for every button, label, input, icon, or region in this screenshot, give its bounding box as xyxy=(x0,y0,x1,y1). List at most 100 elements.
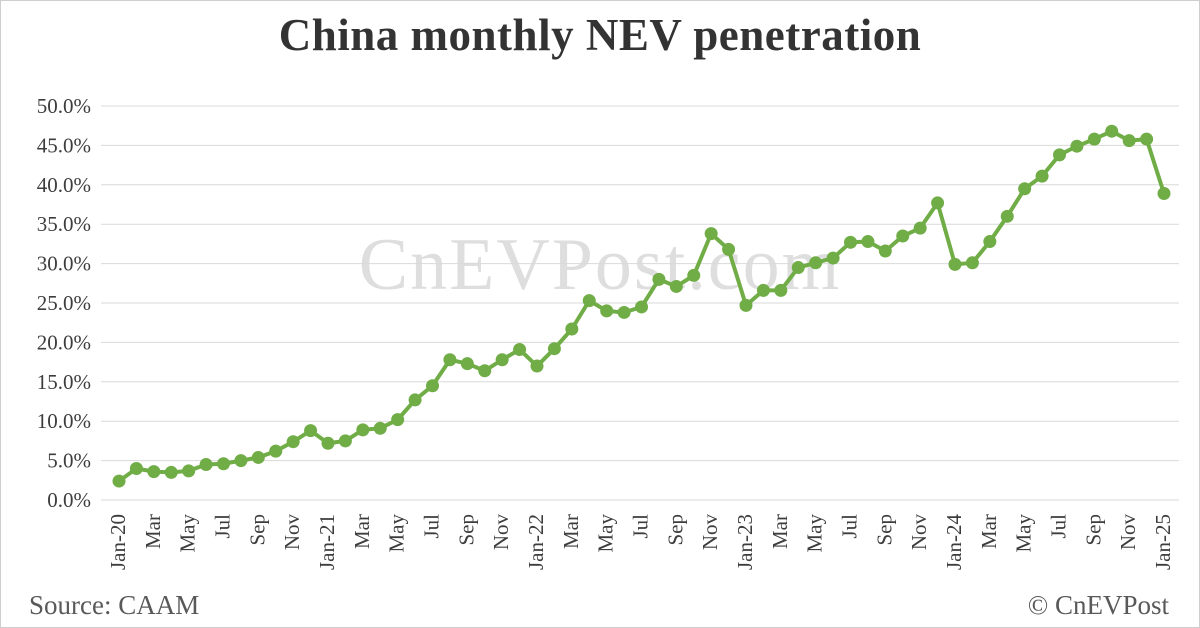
data-point-marker xyxy=(547,342,561,356)
data-points xyxy=(112,124,1171,488)
y-tick-label: 20.0% xyxy=(37,330,91,354)
data-point-marker xyxy=(704,227,718,241)
x-tick-label: Sep xyxy=(1081,514,1105,546)
x-tick-label: Mar xyxy=(141,514,165,549)
data-point-marker xyxy=(182,464,196,478)
x-tick-label: Jan-20 xyxy=(106,514,130,570)
data-point-marker xyxy=(739,298,753,312)
data-point-marker xyxy=(1087,132,1101,146)
x-tick-label: Jan-23 xyxy=(733,514,757,570)
x-tick-label: May xyxy=(803,514,827,553)
data-point-marker xyxy=(426,379,439,393)
x-tick-label: Mar xyxy=(350,514,374,549)
x-tick-label: Nov xyxy=(698,514,722,551)
data-point-marker xyxy=(321,436,335,450)
data-point-marker xyxy=(861,235,875,249)
data-point-marker xyxy=(460,357,474,371)
data-point-marker xyxy=(722,242,736,256)
x-tick-label: May xyxy=(1012,514,1036,553)
x-tick-label: Sep xyxy=(454,514,478,546)
x-tick-label: Jul xyxy=(420,514,444,539)
data-point-marker xyxy=(1070,139,1084,153)
data-point-marker xyxy=(373,421,387,435)
x-tick-label: May xyxy=(594,514,618,553)
data-point-marker xyxy=(582,294,596,308)
data-point-marker xyxy=(774,283,788,297)
data-point-marker xyxy=(129,461,143,475)
data-point-marker xyxy=(251,450,265,464)
x-tick-label: Jan-22 xyxy=(524,514,548,570)
data-point-marker xyxy=(1122,134,1136,148)
data-point-marker xyxy=(269,444,283,458)
y-tick-label: 30.0% xyxy=(37,252,91,276)
data-point-marker xyxy=(913,221,927,235)
data-point-marker xyxy=(948,257,962,271)
x-tick-label: Jul xyxy=(211,514,235,539)
y-tick-label: 0.0% xyxy=(47,488,91,512)
data-point-marker xyxy=(513,342,527,356)
x-tick-label: Jul xyxy=(1047,514,1071,539)
data-point-marker xyxy=(338,434,352,448)
data-point-marker xyxy=(844,235,857,249)
data-point-marker xyxy=(600,304,614,318)
y-tick-label: 50.0% xyxy=(37,94,91,118)
data-point-marker xyxy=(356,423,370,437)
x-tick-label: Mar xyxy=(977,514,1001,549)
x-tick-label: Mar xyxy=(559,514,583,549)
x-tick-label: Nov xyxy=(489,514,513,551)
data-point-marker xyxy=(217,457,230,471)
data-point-marker xyxy=(669,279,683,293)
y-axis-labels: 0.0% 5.0% 10.0% 15.0% 20.0% 25.0% 30.0% 35.0% 40… xyxy=(37,94,91,512)
data-point-marker xyxy=(495,353,509,367)
data-point-marker xyxy=(617,305,631,319)
x-tick-label: Jan-24 xyxy=(942,514,966,570)
copyright-label: © CnEVPost xyxy=(1027,590,1169,620)
data-point-marker xyxy=(1105,124,1119,138)
x-axis-labels: Jan-20 Mar May Jul Sep Nov Jan-21 Mar May Jul Sep N… xyxy=(106,514,1175,570)
x-tick-label: Sep xyxy=(663,514,687,546)
data-point-marker xyxy=(147,465,161,479)
x-tick-label: Sep xyxy=(245,514,269,546)
data-point-marker xyxy=(1157,186,1171,200)
y-tick-label: 5.0% xyxy=(47,449,91,473)
x-tick-label: Sep xyxy=(872,514,896,546)
data-point-marker xyxy=(1140,132,1154,146)
data-point-marker xyxy=(983,235,997,249)
x-tick-label: Mar xyxy=(768,514,792,549)
data-point-marker xyxy=(443,353,457,367)
source-label: Source: CAAM xyxy=(29,590,200,620)
x-tick-label: Jan-21 xyxy=(315,514,339,570)
data-point-marker xyxy=(1053,148,1066,162)
data-point-marker xyxy=(199,458,213,472)
data-point-marker xyxy=(478,364,492,378)
x-tick-label: May xyxy=(176,514,200,553)
y-tick-label: 10.0% xyxy=(37,409,91,433)
data-point-marker xyxy=(530,359,544,373)
data-point-marker xyxy=(687,268,701,282)
data-point-marker xyxy=(809,256,823,270)
data-point-marker xyxy=(565,322,579,336)
data-point-marker xyxy=(965,256,979,270)
data-point-marker xyxy=(234,454,248,468)
data-point-marker xyxy=(1018,182,1032,196)
data-point-marker xyxy=(635,300,648,314)
gridlines xyxy=(101,105,1179,501)
data-point-marker xyxy=(408,393,422,407)
chart-title: China monthly NEV penetration xyxy=(278,10,922,60)
data-point-marker xyxy=(652,272,666,286)
data-point-marker xyxy=(164,465,178,479)
x-tick-label: Nov xyxy=(1116,514,1140,551)
data-point-marker xyxy=(391,413,405,427)
data-point-marker xyxy=(1000,209,1014,223)
data-point-marker xyxy=(826,251,840,265)
data-point-marker xyxy=(286,435,300,449)
x-tick-label: Jul xyxy=(838,514,862,539)
x-tick-label: Nov xyxy=(907,514,931,551)
y-tick-label: 15.0% xyxy=(37,370,91,394)
data-point-marker xyxy=(756,283,770,297)
y-tick-label: 40.0% xyxy=(37,173,91,197)
data-point-marker xyxy=(878,244,892,258)
data-point-marker xyxy=(896,229,910,243)
data-point-marker xyxy=(304,424,318,438)
